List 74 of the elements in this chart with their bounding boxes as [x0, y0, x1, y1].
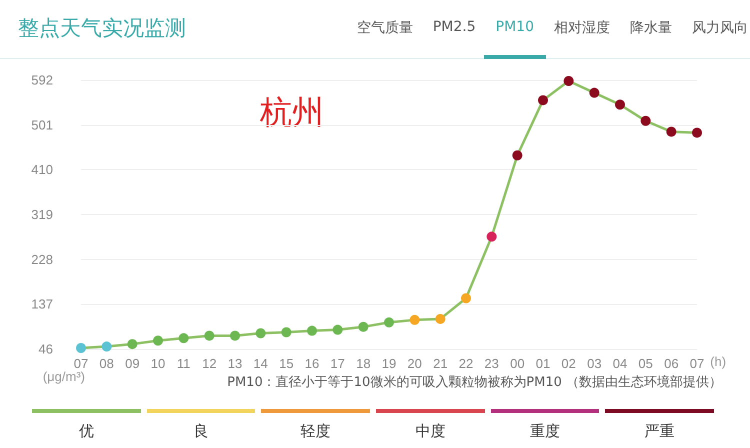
x-tick-label: 08: [99, 356, 114, 371]
x-tick-label: 10: [150, 356, 166, 371]
x-tick-label: 00: [510, 356, 525, 371]
x-tick-label: 01: [536, 356, 550, 371]
x-tick-label: 17: [330, 356, 345, 371]
text: 相对湿度: [554, 19, 610, 37]
point: [410, 314, 420, 325]
point: [76, 343, 86, 354]
x-tick-label: 18: [356, 356, 371, 371]
point: [564, 76, 574, 86]
annotation: 杭州: [259, 93, 324, 131]
y-axis-title: (μg/m³): [42, 368, 85, 384]
point: [358, 322, 368, 332]
point: [281, 327, 292, 338]
point: [204, 330, 214, 341]
x-tick-label: 15: [279, 356, 294, 371]
point: [230, 330, 240, 341]
x-tick-label: 07: [690, 356, 704, 371]
category-label: 中度: [414, 422, 446, 441]
point: [256, 328, 266, 338]
category-label: 优: [78, 422, 95, 441]
x-tick-label: 06: [664, 356, 679, 371]
y-tick-label: 137: [31, 296, 53, 312]
x-axis-title: (h): [710, 354, 726, 369]
point: [127, 339, 138, 350]
x-tick-label: 20: [407, 356, 422, 371]
point: [538, 95, 548, 106]
x-tick-label: 16: [304, 356, 320, 371]
category-label: 重度: [528, 422, 561, 441]
x-tick-label: 04: [612, 356, 628, 371]
point: [512, 150, 522, 160]
point: [153, 336, 163, 346]
category-label: 轻度: [300, 422, 332, 441]
y-tick-label: 592: [31, 72, 53, 88]
x-tick-label: 07: [74, 356, 88, 371]
y-tick-label: 46: [38, 342, 53, 356]
chart-title: 整点天气实况监测: [18, 15, 186, 42]
text: PM10：直径小于等于10微米的可吸入颗粒物被称为PM10 （数据由生态环境部提供）: [227, 374, 722, 390]
x-tick-label: 11: [176, 356, 190, 371]
point: [640, 116, 651, 126]
x-tick-label: 03: [587, 356, 602, 371]
x-tick-label: 05: [638, 356, 653, 371]
point: [589, 88, 600, 98]
text: PM10: [496, 19, 534, 35]
point: [486, 232, 497, 242]
x-tick-label: 22: [458, 356, 474, 371]
x-tick-label: 19: [382, 356, 396, 371]
point: [384, 317, 394, 328]
text: PM2.5: [432, 19, 476, 35]
text: 降水量: [630, 19, 672, 37]
x-tick-label: 09: [125, 356, 140, 371]
x-tick-label: 21: [433, 356, 448, 371]
y-tick-label: 319: [31, 207, 53, 222]
point: [307, 326, 317, 336]
point: [332, 324, 343, 335]
x-tick-label: 13: [228, 356, 242, 371]
point: [102, 342, 112, 352]
point: [666, 126, 676, 137]
x-tick-label: 23: [484, 356, 499, 371]
x-tick-label: 14: [253, 356, 268, 371]
text: 空气质量: [356, 19, 413, 37]
text: 风力风向: [692, 19, 748, 37]
point: [692, 128, 702, 138]
point: [615, 100, 625, 110]
point: [435, 314, 446, 324]
point: [461, 293, 471, 304]
y-tick-label: 410: [31, 162, 53, 178]
y-tick-label: 501: [31, 117, 53, 132]
x-tick-label: 02: [561, 356, 576, 371]
category-label: 严重: [644, 422, 676, 441]
category-label: 良: [192, 422, 210, 441]
y-tick-label: 228: [31, 252, 53, 267]
x-tick-label: 12: [202, 356, 217, 371]
point: [178, 333, 189, 344]
